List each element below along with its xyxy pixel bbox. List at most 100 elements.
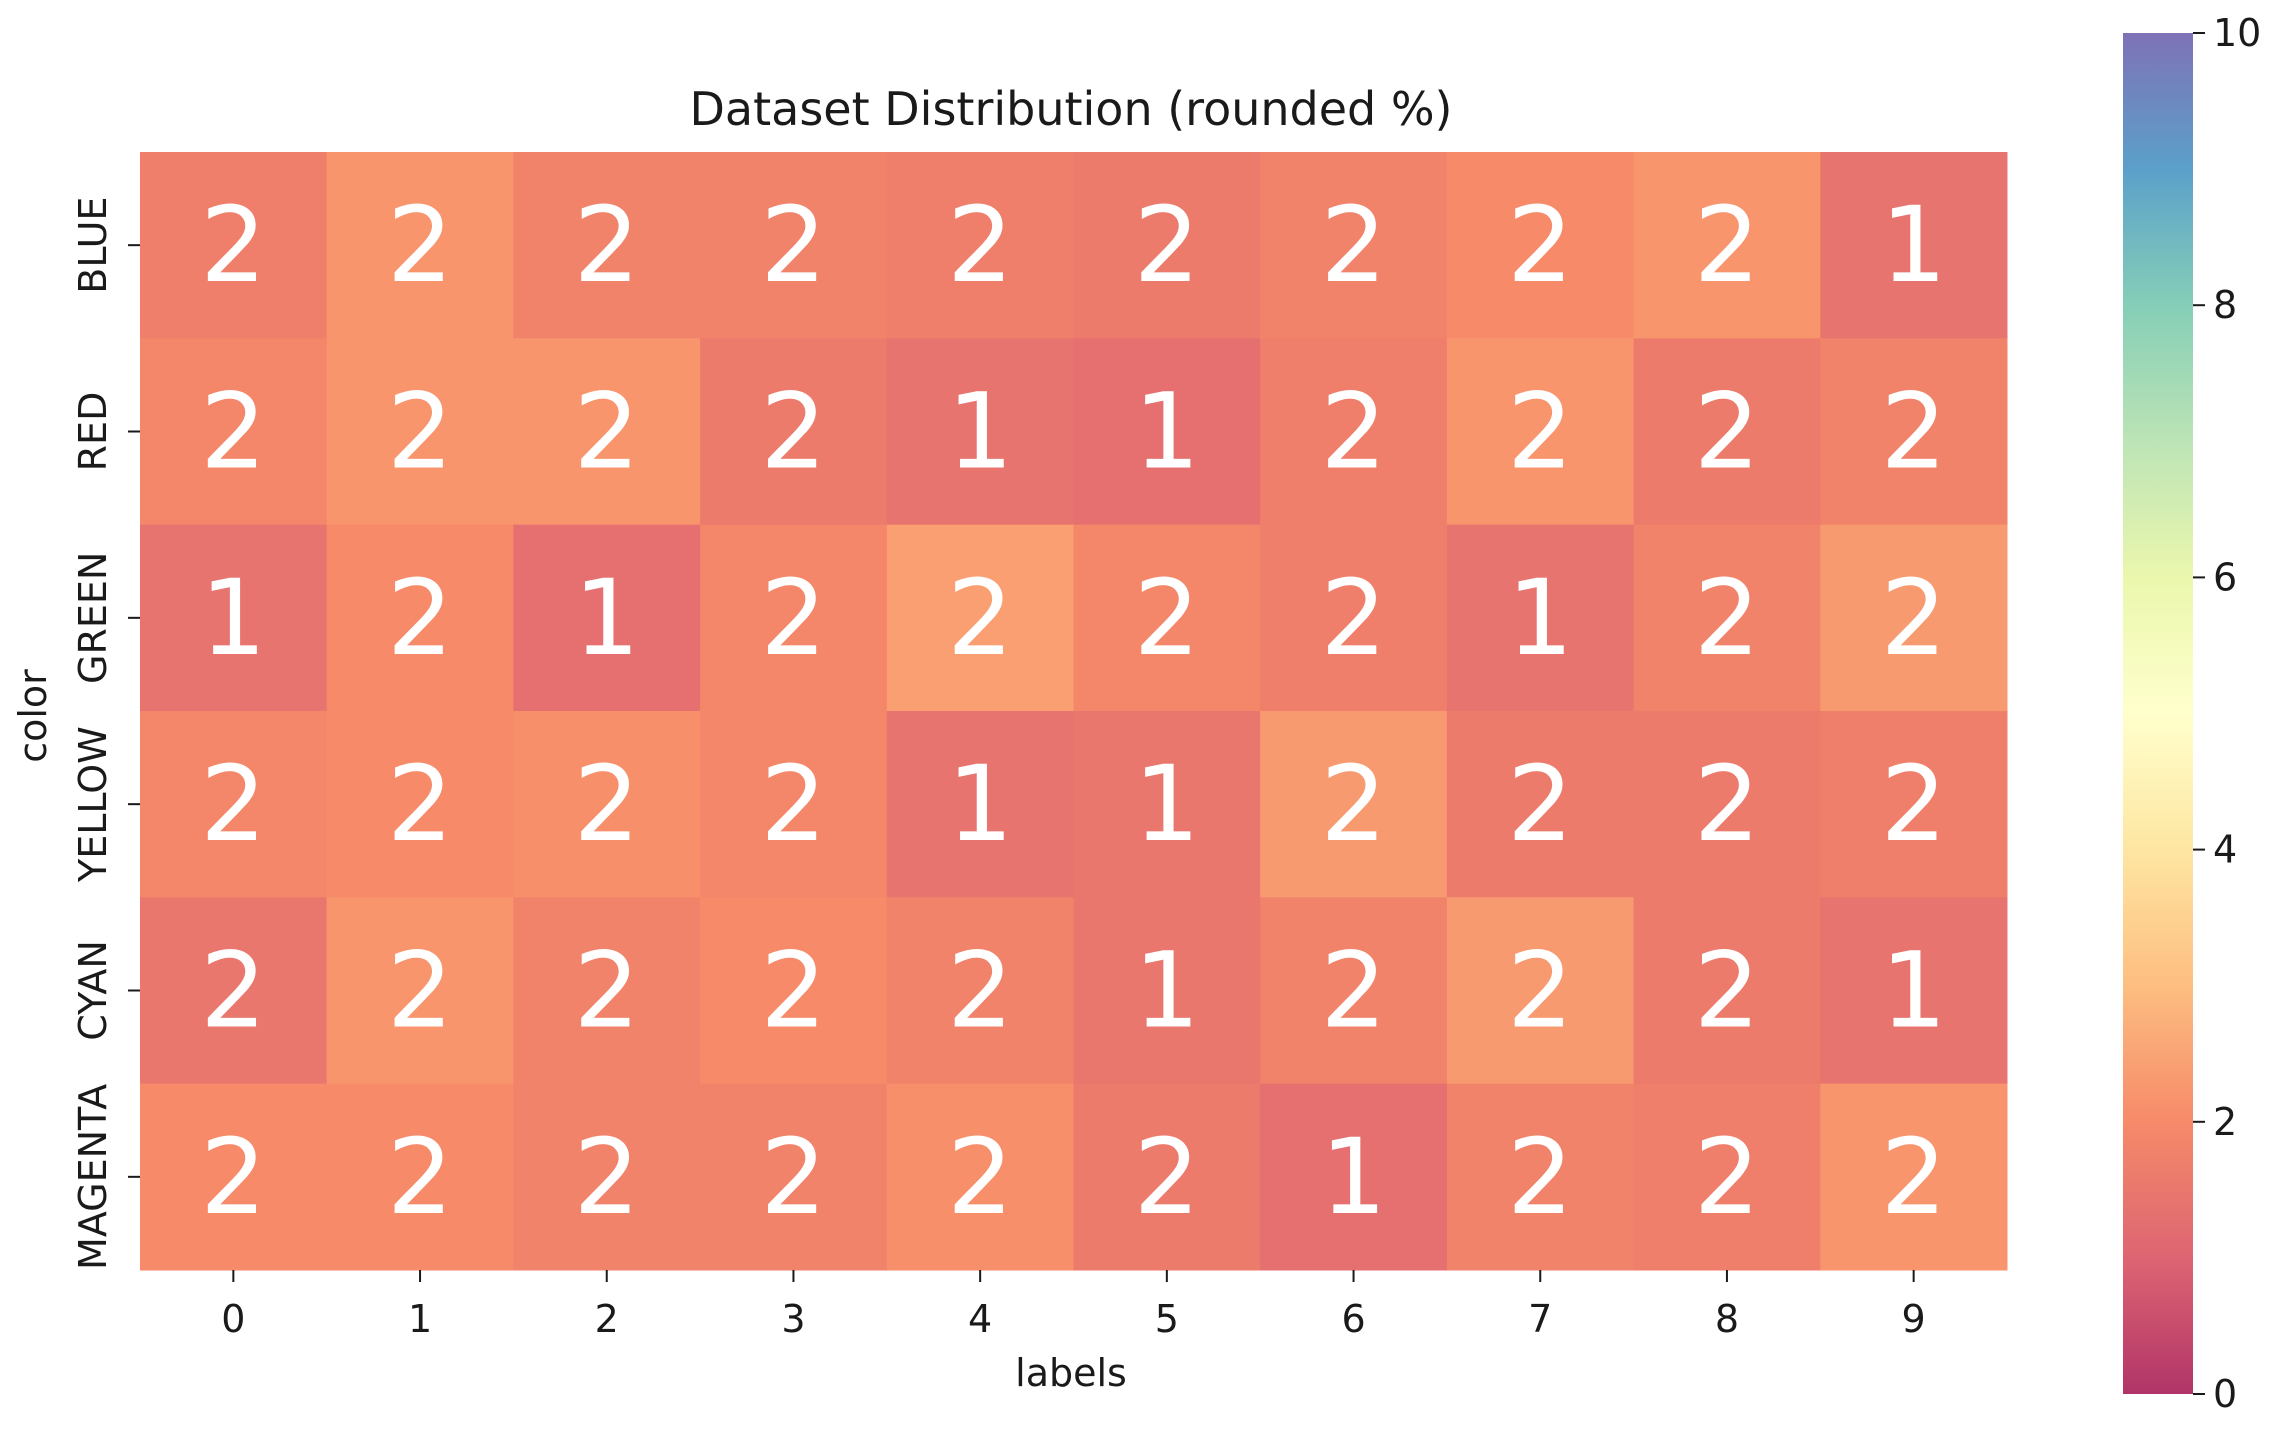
y-axis-ticks: BLUE RED GREEN YELLOW CYAN MAGENTA	[71, 197, 140, 1270]
colorbar-tick-label: 4	[2213, 828, 2237, 872]
heatmap-cell	[1073, 711, 1261, 898]
y-tick-label: YELLOW	[71, 726, 115, 883]
cell-annotation: 2	[1320, 184, 1386, 306]
cell-annotation: 2	[1320, 371, 1386, 493]
heatmap-cell	[1260, 711, 1448, 898]
heatmap-cell	[1073, 524, 1261, 712]
colorbar-tick-label: 0	[2213, 1372, 2237, 1416]
cell-annotation: 2	[947, 184, 1013, 306]
colorbar-tick-label: 6	[2213, 555, 2237, 599]
cell-annotation: 2	[387, 930, 453, 1052]
colorbar-tick-label: 8	[2213, 283, 2237, 327]
cell-annotation: 2	[947, 1116, 1013, 1238]
cell-annotation: 2	[760, 371, 826, 493]
heatmap-cell	[1073, 152, 1261, 339]
heatmap-cell	[886, 524, 1074, 712]
cell-annotation: 2	[1881, 743, 1947, 865]
cell-annotation: 2	[760, 1116, 826, 1238]
colorbar-tick-label: 2	[2213, 1100, 2237, 1144]
cell-annotation: 2	[1507, 743, 1573, 865]
cell-annotation: 2	[1694, 557, 1760, 679]
heatmap-cell	[700, 1083, 888, 1271]
heatmap-cell	[140, 524, 328, 712]
cell-annotation: 2	[1134, 1116, 1200, 1238]
heatmap-cell	[513, 897, 701, 1085]
cell-annotation: 2	[387, 1116, 453, 1238]
heatmap-cell	[140, 338, 328, 526]
x-tick-label: 4	[968, 1297, 992, 1341]
heatmap-cell	[140, 152, 328, 339]
heatmap-cell	[886, 1083, 1074, 1271]
heatmap-cells: 2 2 2 2 2 2 2 2 2 12 2 2 2 1 1 2 2 2 21 2 1 2 2 2 2 1 2 22 2 2 2 1 1 2 2 2 2…	[140, 152, 2008, 1271]
heatmap-cell	[326, 338, 514, 526]
colorbar-tick-label: 10	[2213, 11, 2261, 55]
y-tick-label: RED	[71, 392, 115, 472]
cell-annotation: 2	[1694, 930, 1760, 1052]
heatmap-cell	[1820, 338, 2008, 526]
cell-annotation: 2	[947, 930, 1013, 1052]
heatmap-cell	[1820, 152, 2008, 339]
heatmap-cell	[1073, 897, 1261, 1085]
y-tick-label: MAGENTA	[71, 1084, 115, 1270]
cell-annotation: 2	[387, 371, 453, 493]
heatmap-cell	[1820, 524, 2008, 712]
heatmap-cell	[1073, 338, 1261, 526]
heatmap-cell	[1820, 711, 2008, 898]
heatmap-cell	[886, 338, 1074, 526]
cell-annotation: 1	[1507, 557, 1573, 679]
cell-annotation: 2	[1507, 371, 1573, 493]
heatmap-cell	[1446, 897, 1635, 1085]
cell-annotation: 2	[1134, 184, 1200, 306]
x-tick-label: 7	[1528, 1297, 1552, 1341]
cell-annotation: 2	[574, 184, 640, 306]
x-tick-label: 8	[1715, 1297, 1739, 1341]
heatmap-cell	[513, 1083, 701, 1271]
heatmap-cell	[140, 711, 328, 898]
heatmap-cell	[1260, 1083, 1448, 1271]
heatmap-cell	[326, 152, 514, 339]
cell-annotation: 2	[574, 743, 640, 865]
heatmap-cell	[1446, 152, 1635, 339]
heatmap-cell	[1820, 1083, 2008, 1271]
x-tick-label: 3	[781, 1297, 805, 1341]
heatmap-cell	[326, 1083, 514, 1271]
cell-annotation: 1	[200, 557, 266, 679]
y-tick-label: BLUE	[71, 197, 115, 294]
colorbar-ticks: 0 2 4 6 8 10	[2193, 11, 2261, 1416]
y-tick-label: CYAN	[71, 940, 115, 1041]
heatmap-cell	[513, 524, 701, 712]
cell-annotation: 2	[574, 1116, 640, 1238]
cell-annotation: 1	[1881, 930, 1947, 1052]
cell-annotation: 2	[1694, 184, 1760, 306]
heatmap-cell	[326, 897, 514, 1085]
cell-annotation: 2	[760, 743, 826, 865]
heatmap-cell	[1633, 152, 1821, 339]
cell-annotation: 2	[1694, 1116, 1760, 1238]
cell-annotation: 2	[760, 557, 826, 679]
cell-annotation: 2	[1881, 371, 1947, 493]
cell-annotation: 2	[1881, 1116, 1947, 1238]
heatmap-cell	[1820, 897, 2008, 1085]
cell-annotation: 2	[760, 184, 826, 306]
y-axis-label: color	[11, 669, 55, 763]
cell-annotation: 2	[387, 743, 453, 865]
heatmap-cell	[700, 897, 888, 1085]
heatmap-cell	[886, 152, 1074, 339]
x-tick-label: 0	[221, 1297, 245, 1341]
x-tick-label: 1	[408, 1297, 432, 1341]
cell-annotation: 1	[1134, 371, 1200, 493]
heatmap-cell	[886, 897, 1074, 1085]
heatmap-cell	[326, 711, 514, 898]
heatmap-cell	[1260, 152, 1448, 339]
cell-annotation: 2	[387, 184, 453, 306]
cell-annotation: 2	[1320, 930, 1386, 1052]
x-tick-label: 9	[1902, 1297, 1926, 1341]
x-tick-label: 6	[1341, 1297, 1365, 1341]
y-tick-label: GREEN	[71, 552, 115, 684]
heatmap-cell	[1446, 711, 1635, 898]
colorbar-scale	[2123, 33, 2193, 1394]
cell-annotation: 1	[1134, 930, 1200, 1052]
cell-annotation: 1	[1134, 743, 1200, 865]
x-tick-label: 2	[595, 1297, 619, 1341]
